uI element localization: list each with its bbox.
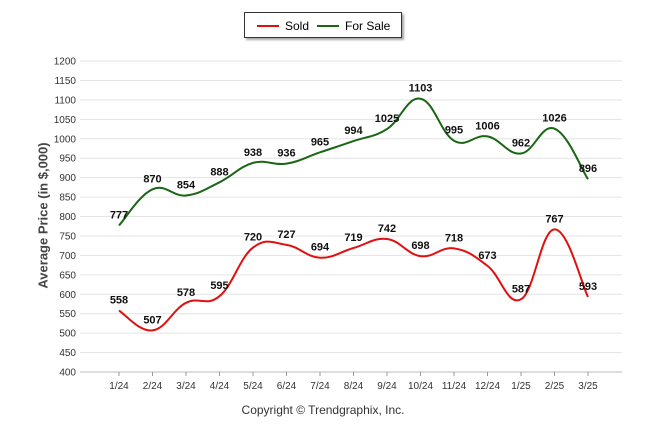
data-label-sold: 587 [512,283,530,295]
data-label-sold: 727 [277,229,295,241]
data-label-sold: 718 [445,232,463,244]
legend-label-for-sale: For Sale [345,19,391,33]
y-tick-label: 700 [59,251,76,262]
data-label-for-sale: 936 [277,148,295,160]
y-tick-label: 800 [59,212,76,223]
data-label-for-sale: 938 [244,147,262,159]
data-label-sold: 719 [344,232,362,244]
x-tick-label: 1/24 [109,381,129,392]
data-label-sold: 742 [378,223,396,235]
data-label-for-sale: 994 [344,125,363,137]
x-tick-label: 6/24 [277,381,297,392]
grid-lines [80,60,622,373]
series-lines [118,97,589,332]
data-label-sold: 578 [177,287,195,299]
x-tick-label: 5/24 [243,381,263,392]
data-label-for-sale: 896 [579,163,597,175]
data-label-for-sale: 1006 [475,120,499,132]
y-tick-label: 750 [59,231,76,242]
x-tick-label: 11/24 [442,381,467,392]
data-label-sold: 698 [411,240,429,252]
y-tick-label: 1150 [54,76,76,87]
legend-label-sold: Sold [285,19,310,33]
data-label-for-sale: 965 [311,136,329,148]
x-tick-label: 12/24 [475,381,500,392]
data-label-for-sale: 962 [512,138,530,150]
data-label-sold: 558 [110,295,128,307]
data-label-for-sale: 888 [210,166,228,178]
y-tick-label: 650 [59,270,76,281]
y-tick-label: 1050 [54,115,77,126]
legend-item-sold: Sold [257,19,309,33]
y-tick-label: 1000 [54,134,77,145]
chart-legend: Sold For Sale [244,12,402,38]
y-tick-label: 950 [59,154,76,165]
y-tick-label: 600 [59,290,76,301]
series-line-sold [118,228,589,332]
y-tick-label: 850 [59,193,76,204]
x-tick-label: 8/24 [344,381,364,392]
x-tick-label: 3/24 [176,381,196,392]
y-axis-label: Average Price (in $,000) [35,142,51,289]
legend-item-for-sale: For Sale [317,19,390,33]
data-label-sold: 595 [210,280,228,292]
x-axis-ticks: 1/24 2/24 3/24 4/24 5/24 6/24 7/24 8/24 9/24 10/2… [109,372,598,392]
x-tick-label: 2/24 [143,381,163,392]
x-tick-label: 7/24 [310,381,330,392]
data-label-for-sale: 1025 [375,113,399,125]
series-line-for-sale [118,97,589,227]
data-label-sold: 593 [579,281,597,293]
data-label-for-sale: 1026 [542,113,566,125]
y-tick-label: 1100 [54,95,76,106]
data-label-sold: 720 [244,232,262,244]
data-label-for-sale: 854 [177,180,196,192]
legend-swatch-for-sale [317,25,339,27]
data-label-for-sale: 777 [110,209,128,221]
data-label-sold: 507 [143,314,161,326]
y-tick-label: 550 [59,309,76,320]
data-label-sold: 694 [311,242,330,254]
x-tick-label: 3/25 [578,381,598,392]
data-labels: 558 507 578 595 720 727 694 719 742 698 718 673 587 7… [110,83,597,327]
copyright-text: Copyright © Trendgraphix, Inc. [241,403,405,417]
x-tick-label: 2/25 [545,381,565,392]
data-label-for-sale: 870 [143,173,161,185]
data-label-sold: 673 [478,250,496,262]
data-label-for-sale: 1103 [409,83,433,95]
y-tick-label: 900 [59,173,76,184]
x-tick-label: 1/25 [511,381,531,392]
y-tick-label: 450 [59,348,76,359]
x-tick-label: 4/24 [210,381,230,392]
x-tick-label: 9/24 [377,381,397,392]
y-tick-label: 500 [59,329,76,340]
legend-swatch-sold [257,25,279,27]
data-label-sold: 767 [545,213,563,225]
data-label-for-sale: 995 [445,125,463,137]
x-tick-label: 10/24 [408,381,433,392]
y-tick-label: 400 [59,368,76,379]
y-tick-label: 1200 [54,57,77,68]
y-axis-ticks: 400 450 500 550 600 650 700 750 800 850 900 950 1000… [54,57,77,379]
